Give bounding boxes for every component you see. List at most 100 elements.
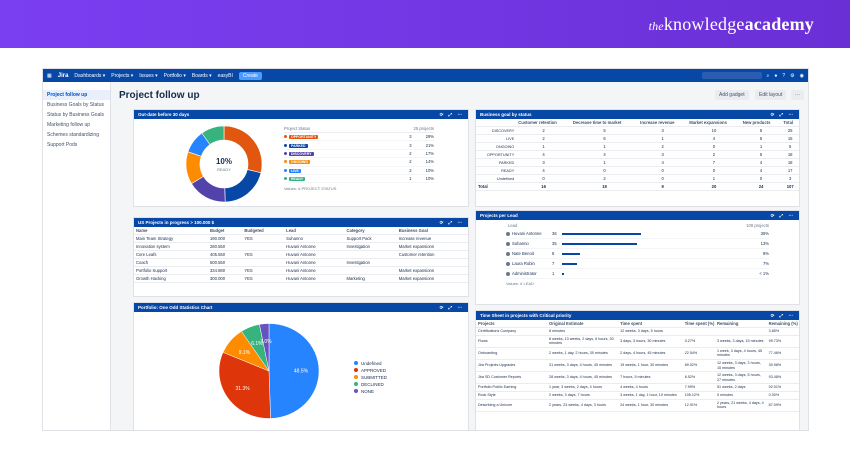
table-cell[interactable]: Describing a Unicorn	[476, 399, 548, 412]
table-cell[interactable]: Jira SD Customer Reports	[476, 371, 548, 385]
edit-layout-button[interactable]: Edit layout	[755, 90, 787, 100]
sidebar-item-support[interactable]: Support Pods	[47, 142, 78, 148]
column-header[interactable]: Lead	[284, 227, 345, 235]
table-cell[interactable]: Total	[476, 182, 517, 191]
pie-slice-approved[interactable]	[218, 352, 271, 419]
table-cell[interactable]: Main Team Strategy	[134, 234, 208, 243]
table-cell[interactable]: ONGOING	[476, 142, 517, 151]
table-cell[interactable]: DISCOVERY	[476, 126, 517, 135]
sidebar-item-business-goals[interactable]: Business Goals by Status	[47, 102, 104, 108]
donut-slice-ready[interactable]	[201, 125, 225, 145]
table-row[interactable]: Describing a Unicorn 2 years, 23 weeks, 4…	[476, 399, 799, 412]
column-header[interactable]: Decrease time to market	[570, 119, 639, 127]
table-row[interactable]: Total 16 19 9 20 24 107	[476, 182, 799, 191]
pie-legend-item[interactable]: SUBMITTED	[354, 375, 387, 380]
column-header[interactable]: Market expansions	[687, 119, 741, 127]
help-icon[interactable]: ?	[782, 72, 786, 79]
table-cell[interactable]: Undefined	[476, 174, 517, 183]
table-row[interactable]: Rock Style 2 weeks, 3 days, 7 hours 3 week…	[476, 391, 799, 400]
app-switcher-icon[interactable]: ▦	[47, 72, 52, 79]
table-cell[interactable]: PARKED	[476, 158, 517, 167]
sidebar-item-project-follow-up[interactable]: Project follow up	[43, 90, 110, 100]
table-cell[interactable]: Jira Projects Upgrades	[476, 359, 548, 373]
pie-legend-item[interactable]: Undefined	[354, 361, 387, 366]
table-row[interactable]: Jira SD Customer Reports 28 weeks, 3 days…	[476, 371, 799, 385]
lead-row[interactable]: Laura Robin 7 7%	[506, 259, 769, 269]
table-row[interactable]: Flows 8 weeks, 13 weeks, 2 days, 6 hours,…	[476, 335, 799, 348]
column-header[interactable]: New products	[740, 119, 782, 127]
more-button[interactable]: ···	[791, 90, 804, 100]
legend-row[interactable]: READY 1 10%	[284, 175, 434, 184]
table-cell[interactable]: Certifications Company	[476, 327, 548, 336]
donut-slice-parked[interactable]	[224, 169, 262, 203]
sidebar-item-marketing[interactable]: Marketing follow up	[47, 122, 91, 128]
gadget-controls-icon[interactable]: ⟳ ⤢ ⋯	[770, 112, 795, 117]
pie-slice-none[interactable]	[259, 323, 270, 372]
column-header[interactable]: Remaining (%)	[766, 320, 799, 328]
table-cell[interactable]: Portfolio Support	[134, 266, 208, 275]
table-row[interactable]: LIVE 2 6 1 4 5 15	[476, 134, 799, 143]
nav-easybi[interactable]: easyBI	[217, 72, 233, 79]
table-cell[interactable]: Coach	[134, 258, 208, 267]
legend-row[interactable]: DISCOVERY 2 17%	[284, 150, 434, 159]
nav-projects[interactable]: Projects ▾	[111, 72, 134, 79]
table-cell[interactable]: Growth Hacking	[134, 274, 208, 283]
sidebar-item-schemes[interactable]: Schemes standardizing	[47, 132, 99, 138]
notifications-icon[interactable]: ●	[774, 72, 778, 79]
table-row[interactable]: Onboarding 2 weeks, 1 day, 2 hours, 30 mi…	[476, 347, 799, 360]
add-gadget-button[interactable]: Add gadget	[715, 90, 749, 100]
column-header[interactable]: Category	[344, 227, 397, 235]
column-header[interactable]: Customer retention	[516, 119, 571, 127]
search-input[interactable]	[701, 72, 762, 79]
table-row[interactable]: Certifications Company 8 minutes 12 weeks,…	[476, 327, 799, 336]
lead-row[interactable]: Huvani Antonne 36 36%	[506, 229, 769, 239]
pie-legend-item[interactable]: NONE	[354, 389, 387, 394]
table-row[interactable]: Undefined 0 2 0 1 0 3	[476, 174, 799, 183]
legend-row[interactable]: LIVE 2 10%	[284, 167, 434, 175]
table-cell[interactable]: Flows	[476, 335, 548, 348]
table-row[interactable]: PARKED 3 1 4 7 4 18	[476, 158, 799, 167]
table-row[interactable]: READY 4 0 0 0 4 17	[476, 166, 799, 175]
pie-slice-undefined[interactable]	[268, 323, 320, 419]
column-header[interactable]: Total	[781, 119, 799, 127]
column-header[interactable]: Budgeted	[242, 227, 285, 235]
legend-row[interactable]: PARKED 3 21%	[284, 141, 434, 150]
table-cell[interactable]: Core Leafs	[134, 250, 208, 259]
table-cell[interactable]: Portfolio Public Earning	[476, 383, 548, 392]
legend-row[interactable]: OPPORTUNITY 3 29%	[284, 133, 434, 142]
column-header[interactable]: Time spent	[618, 320, 683, 328]
table-cell[interactable]: Innovation system	[134, 242, 208, 251]
column-header[interactable]	[476, 119, 517, 127]
lead-row[interactable]: Nate Benoit 8 8%	[506, 249, 769, 259]
lead-row[interactable]: Suhanno 35 13%	[506, 239, 769, 249]
table-row[interactable]: DISCOVERY 2 5 3 10 5 25	[476, 126, 799, 135]
table-cell[interactable]: READY	[476, 166, 517, 175]
gadget-controls-icon[interactable]: ⟳ ⤢ ⋯	[770, 313, 795, 318]
column-header[interactable]: Budget	[207, 227, 243, 235]
table-row[interactable]: OPPORTUNITY 4 4 3 2 5 18	[476, 150, 799, 159]
nav-portfolio[interactable]: Portfolio ▾	[163, 72, 186, 79]
column-header[interactable]: Projects	[476, 320, 548, 328]
column-header[interactable]: Name	[134, 227, 208, 235]
table-cell[interactable]: LIVE	[476, 134, 517, 143]
nav-dashboards[interactable]: Dashboards ▾	[74, 72, 106, 79]
column-header[interactable]: Original Estimate	[547, 320, 619, 328]
pie-legend-item[interactable]: APPROVED	[354, 368, 387, 373]
gadget-controls-icon[interactable]: ⟳ ⤢ ⋯	[439, 112, 464, 117]
legend-row[interactable]: ONGOING 2 14%	[284, 158, 434, 167]
pie-legend-item[interactable]: DECLINED	[354, 382, 387, 387]
search-icon[interactable]: ⌕	[766, 72, 770, 79]
table-row[interactable]: Core Leafs 405.550 YES Huvani Antonne Custom…	[134, 250, 468, 259]
table-row[interactable]: Growth Hacking 300.000 YES Huvani Antonne Ma…	[134, 274, 468, 283]
table-row[interactable]: ONGOING 1 1 2 0 1 5	[476, 142, 799, 151]
gadget-controls-icon[interactable]: ⟳ ⤢ ⋯	[439, 220, 464, 225]
nav-issues[interactable]: Issues ▾	[139, 72, 158, 79]
jira-logo[interactable]: Jira	[57, 72, 69, 79]
sidebar-item-status[interactable]: Status by Business Goals	[47, 112, 104, 118]
column-header[interactable]: Increase revenue	[638, 119, 688, 127]
column-header[interactable]: Time spent (%)	[682, 320, 715, 328]
table-row[interactable]: Jira Projects Upgrades 31 weeks, 3 days, …	[476, 359, 799, 373]
table-row[interactable]: Portfolio Public Earning 1 year, 3 weeks,…	[476, 383, 799, 392]
table-row[interactable]: Coach 500.550 Huvani Antonne Investigation	[134, 258, 468, 267]
table-cell[interactable]: Rock Style	[476, 391, 548, 400]
